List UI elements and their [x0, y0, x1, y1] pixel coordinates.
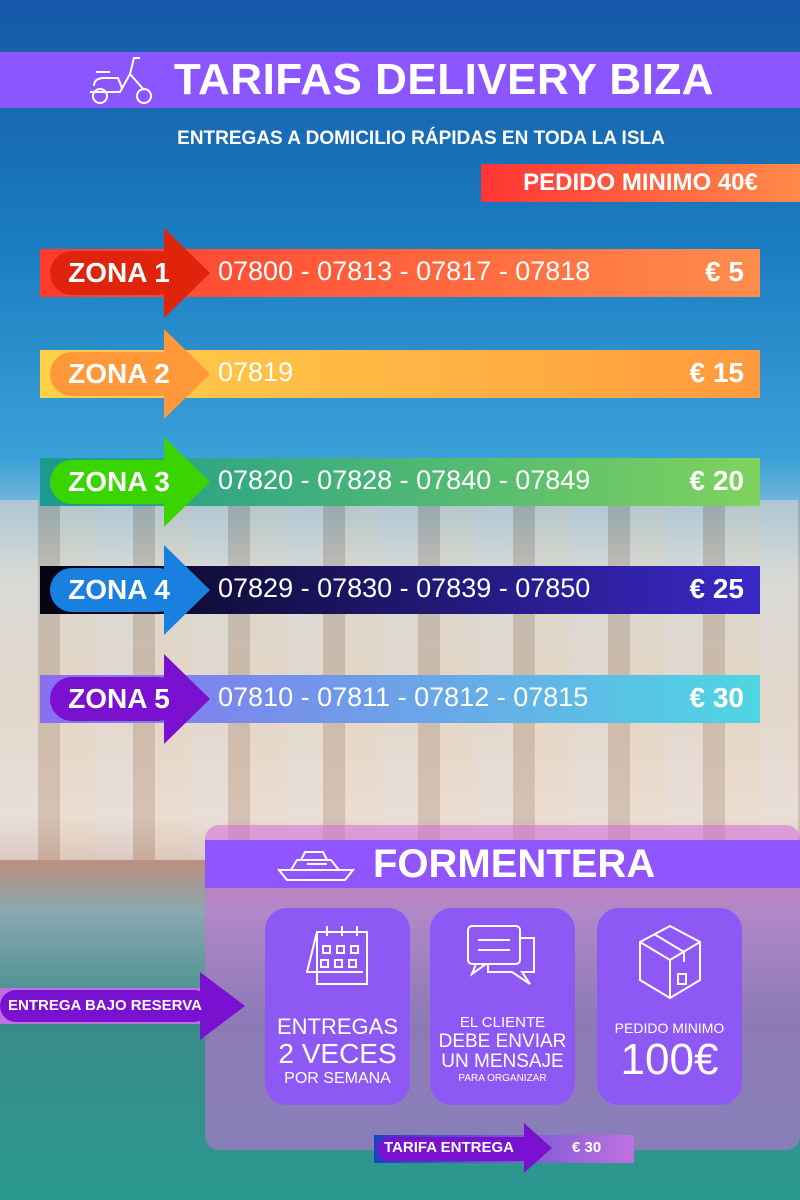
- page-title: TARIFAS DELIVERY BIZA: [173, 55, 715, 104]
- card-line: ENTREGAS: [276, 1014, 399, 1039]
- reserva-arrow: ENTREGA BAJO RESERVA: [0, 972, 245, 1040]
- zone-label: ZONA 4: [68, 574, 170, 605]
- zone-price: € 25: [689, 573, 745, 604]
- zone-arrow: [50, 329, 210, 419]
- min-order-badge: PEDIDO MINIMO 40€: [481, 164, 800, 202]
- card-delivery-frequency: ENTREGAS 2 VECES POR SEMANA: [265, 908, 410, 1105]
- zone-label: ZONA 5: [68, 683, 170, 714]
- tarifa-label: TARIFA ENTREGA: [384, 1139, 514, 1156]
- zone-row: ZONA 1 07800 - 07813 - 07817 - 07818 € 5: [40, 228, 760, 318]
- card-line: PARA ORGANIZAR: [458, 1073, 547, 1085]
- tarifa-price: € 30: [572, 1139, 602, 1156]
- zone-row: ZONA 5 07810 - 07811 - 07812 - 07815 € 3…: [40, 654, 760, 744]
- zone-row: ZONA 3 07820 - 07828 - 07840 - 07849 € 2…: [40, 437, 760, 527]
- zone-row: ZONA 2 07819 € 15: [40, 329, 760, 419]
- card-line: DEBE ENVIAR: [438, 1030, 567, 1052]
- calendar-icon: [305, 926, 368, 985]
- zone-postal-codes: 07819: [218, 357, 294, 387]
- reserva-label: ENTREGA BAJO RESERVA: [8, 997, 202, 1014]
- card-line: 2 VECES: [278, 1038, 397, 1070]
- title-band: TARIFAS DELIVERY BIZA: [0, 52, 800, 108]
- card-line: POR SEMANA: [284, 1069, 391, 1087]
- zone-arrow: [50, 545, 210, 635]
- card-message: EL CLIENTE DEBE ENVIAR UN MENSAJE PARA O…: [430, 908, 575, 1105]
- scooter-icon: [89, 57, 152, 104]
- zone-price: € 15: [689, 357, 745, 388]
- box-icon: [638, 924, 701, 1000]
- card-line: UN MENSAJE: [441, 1051, 564, 1073]
- chat-icon: [466, 925, 535, 985]
- zone-price: € 20: [689, 465, 745, 496]
- zone-postal-codes: 07800 - 07813 - 07817 - 07818: [218, 256, 591, 286]
- zone-price: € 5: [705, 256, 744, 287]
- card-min-order: PEDIDO MINIMO 100€: [597, 908, 742, 1105]
- zone-label: ZONA 3: [68, 466, 170, 497]
- zone-arrow: [50, 654, 210, 744]
- formentera-band: FORMENTERA: [205, 840, 800, 888]
- zone-label: ZONA 1: [68, 257, 170, 288]
- card-line: EL CLIENTE: [459, 1014, 546, 1031]
- zone-arrow: [50, 228, 210, 318]
- zone-row: ZONA 4 07829 - 07830 - 07839 - 07850 € 2…: [40, 545, 760, 635]
- subtitle: ENTREGAS A DOMICILIO RÁPIDAS EN TODA LA …: [177, 128, 665, 149]
- zone-price: € 30: [689, 682, 745, 713]
- formentera-title: FORMENTERA: [373, 841, 656, 886]
- tarifa-arrow: TARIFA ENTREGA € 30: [374, 1123, 634, 1173]
- boat-icon: [277, 851, 355, 881]
- card-line: 100€: [620, 1035, 719, 1085]
- zone-postal-codes: 07829 - 07830 - 07839 - 07850: [218, 573, 591, 603]
- zone-postal-codes: 07810 - 07811 - 07812 - 07815: [218, 682, 589, 712]
- card-line: PEDIDO MINIMO: [614, 1020, 725, 1036]
- zone-arrow: [50, 437, 210, 527]
- zone-label: ZONA 2: [68, 358, 170, 389]
- zone-postal-codes: 07820 - 07828 - 07840 - 07849: [218, 465, 591, 495]
